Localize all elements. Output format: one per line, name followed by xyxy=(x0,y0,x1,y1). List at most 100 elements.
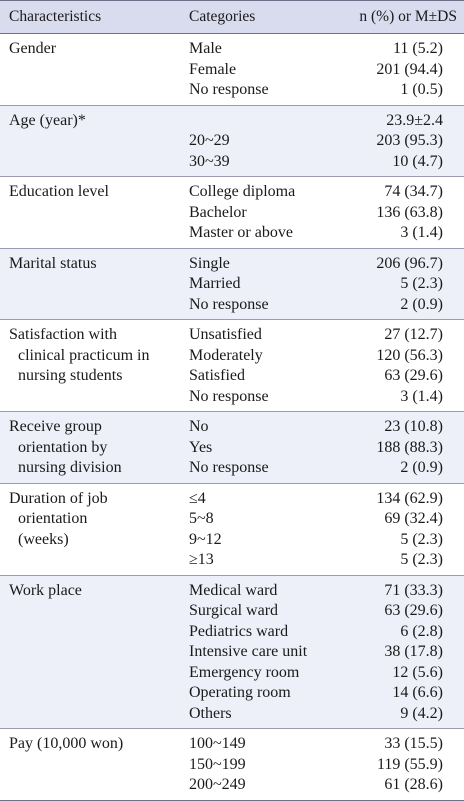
group-characteristic: Pay (10,000 won) xyxy=(0,734,178,796)
value-cell: 10 (4.7) xyxy=(392,152,443,170)
table-row: No response 2 (0.9) xyxy=(178,458,464,479)
value-cell: 2 (0.9) xyxy=(400,295,443,313)
characteristic-label: Gender xyxy=(9,40,57,57)
characteristic-label: Receive group xyxy=(9,418,102,435)
table-group: Gender Male 11 (5.2) Female 201 (94.4) No res… xyxy=(0,34,464,106)
value-cell: 14 (6.6) xyxy=(392,684,443,702)
value-cell: 38 (17.8) xyxy=(384,643,443,661)
value-cell: 11 (5.2) xyxy=(392,40,443,58)
characteristic-label: (weeks) xyxy=(18,530,69,548)
group-characteristic: Work place xyxy=(0,581,178,725)
characteristic-label: Work place xyxy=(9,581,82,599)
table-group: Marital status Single 206 (96.7) Married 5 (… xyxy=(0,248,464,320)
group-characteristic: Duration of job orientation (weeks) xyxy=(0,489,178,571)
value-cell: 203 (95.3) xyxy=(376,132,443,150)
category-cell: No xyxy=(189,418,209,436)
category-cell: No response xyxy=(189,459,269,477)
table-group: Pay (10,000 won) 100~149 33 (15.5) 150~199 1… xyxy=(0,729,464,801)
value-cell: 3 (1.4) xyxy=(400,387,443,405)
value-cell: 1 (0.5) xyxy=(400,81,443,99)
table-group: Satisfaction with clinical practicum in nu… xyxy=(0,320,464,412)
category-cell: No response xyxy=(189,387,269,405)
category-cell: 30~39 xyxy=(189,152,230,170)
characteristic-label: orientation by xyxy=(18,438,108,456)
value-cell: 5 (2.3) xyxy=(400,530,443,548)
value-cell: 12 (5.6) xyxy=(392,663,443,681)
table-row: Married 5 (2.3) xyxy=(178,274,464,295)
category-cell: Married xyxy=(189,275,241,293)
table-row: Others 9 (4.2) xyxy=(178,704,464,725)
value-cell: 23 (10.8) xyxy=(384,418,443,436)
group-characteristic: Gender xyxy=(0,39,178,101)
table-row: Unsatisfied 27 (12.7) xyxy=(178,325,464,346)
value-cell: 206 (96.7) xyxy=(376,254,443,272)
table-row: Emergency room 12 (5.6) xyxy=(178,663,464,684)
category-cell: Satisfied xyxy=(189,367,245,385)
value-cell: 3 (1.4) xyxy=(400,224,443,242)
value-cell: 33 (15.5) xyxy=(384,735,443,753)
category-cell: ≥13 xyxy=(189,551,214,569)
table-row: Bachelor 136 (63.8) xyxy=(178,203,464,224)
characteristic-label: Age (year)* xyxy=(9,111,86,129)
table-row: College diploma 74 (34.7) xyxy=(178,182,464,203)
category-cell: Emergency room xyxy=(189,663,300,681)
header-characteristics: Characteristics xyxy=(9,8,102,25)
characteristic-label: Marital status xyxy=(9,254,97,272)
category-cell: Female xyxy=(189,60,237,78)
characteristic-label: Satisfaction with xyxy=(9,326,117,343)
category-cell: Unsatisfied xyxy=(189,326,262,344)
group-characteristic: Marital status xyxy=(0,254,178,316)
category-cell: Master or above xyxy=(189,224,293,242)
group-characteristic: Receive group orientation by nursing divis… xyxy=(0,417,178,479)
table-row: ≥13 5 (2.3) xyxy=(178,550,464,571)
table-row: ≤4 134 (62.9) xyxy=(178,489,464,510)
category-cell: Bachelor xyxy=(189,203,247,221)
table-group: Work place Medical ward 71 (33.3) Surgical … xyxy=(0,575,464,729)
category-cell: 20~29 xyxy=(189,132,230,150)
table-row: Pediatrics ward 6 (2.8) xyxy=(178,622,464,643)
table-group: Education level College diploma 74 (34.7) B… xyxy=(0,177,464,249)
value-cell: 188 (88.3) xyxy=(376,438,443,456)
value-cell: 27 (12.7) xyxy=(384,326,443,344)
category-cell: 150~199 xyxy=(189,755,246,773)
group-characteristic: Satisfaction with clinical practicum in nu… xyxy=(0,325,178,407)
value-cell: 71 (33.3) xyxy=(384,581,443,599)
value-cell: 9 (4.2) xyxy=(400,704,443,722)
header-categories: Categories xyxy=(189,8,256,25)
table-row: Male 11 (5.2) xyxy=(178,39,464,60)
category-cell: Operating room xyxy=(189,684,291,702)
category-cell: Intensive care unit xyxy=(189,643,308,661)
header-value: n (%) or M±DS xyxy=(359,8,457,25)
category-cell: Pediatrics ward xyxy=(189,622,289,640)
value-cell: 63 (29.6) xyxy=(384,367,443,385)
table-row: Master or above 3 (1.4) xyxy=(178,223,464,244)
table-row: Operating room 14 (6.6) xyxy=(178,683,464,704)
table-row: Moderately 120 (56.3) xyxy=(178,346,464,367)
value-cell: 136 (63.8) xyxy=(376,203,443,221)
table-body: Gender Male 11 (5.2) Female 201 (94.4) No res… xyxy=(0,34,464,801)
value-cell: 134 (62.9) xyxy=(376,489,443,507)
value-cell: 5 (2.3) xyxy=(400,551,443,569)
table-row: Medical ward 71 (33.3) xyxy=(178,581,464,602)
category-cell: 9~12 xyxy=(189,530,222,548)
value-cell: 201 (94.4) xyxy=(376,60,443,78)
table-group: Receive group orientation by nursing divis… xyxy=(0,412,464,484)
category-cell: 100~149 xyxy=(189,735,246,753)
table-row: No 23 (10.8) xyxy=(178,417,464,438)
table-row: 23.9±2.4 xyxy=(178,111,464,132)
value-cell: 61 (28.6) xyxy=(384,776,443,794)
table-row: Single 206 (96.7) xyxy=(178,254,464,275)
characteristic-label: Duration of job xyxy=(9,489,108,507)
category-cell: Medical ward xyxy=(189,581,278,599)
table-row: 100~149 33 (15.5) xyxy=(178,734,464,755)
table-row: 150~199 119 (55.9) xyxy=(178,755,464,776)
characteristic-label: Pay (10,000 won) xyxy=(9,735,124,752)
category-cell: Yes xyxy=(189,438,213,456)
category-cell: Male xyxy=(189,40,222,58)
category-cell: Single xyxy=(189,254,230,272)
table-group: Duration of job orientation (weeks) ≤4 134 (… xyxy=(0,484,464,576)
category-cell: 200~249 xyxy=(189,776,246,794)
category-cell: ≤4 xyxy=(189,489,206,507)
table-row: Intensive care unit 38 (17.8) xyxy=(178,642,464,663)
